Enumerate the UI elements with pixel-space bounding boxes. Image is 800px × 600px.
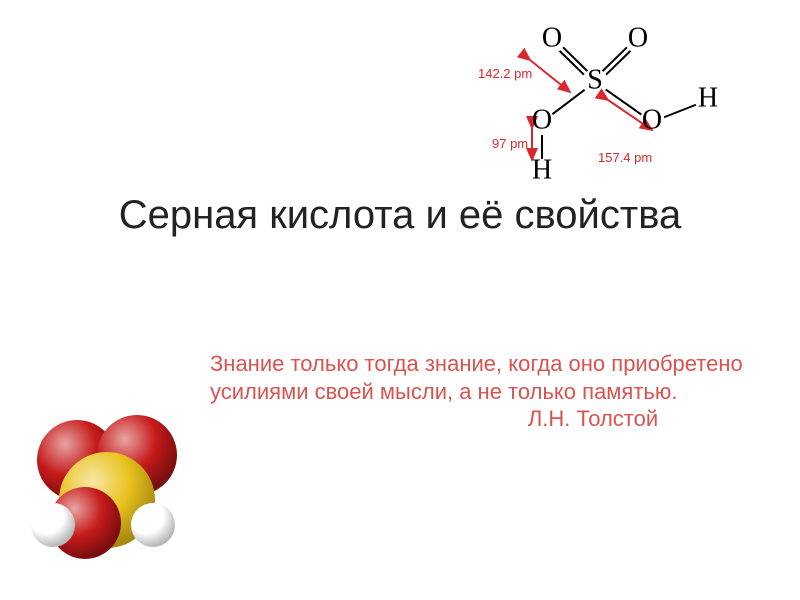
quote-block: Знание только тогда знание, когда оно пр… xyxy=(210,350,750,433)
atom-H_right xyxy=(131,503,175,547)
svg-text:H: H xyxy=(532,154,552,185)
molecule-svg xyxy=(25,405,195,575)
atom-H_left xyxy=(31,503,75,547)
svg-text:O: O xyxy=(542,22,562,53)
svg-text:S: S xyxy=(587,64,603,95)
svg-text:H: H xyxy=(698,82,718,113)
structural-svg: 142.2 pm97 pm157.4 pmOOSOOHH xyxy=(460,10,740,190)
svg-text:157.4 pm: 157.4 pm xyxy=(598,150,652,165)
molecule-3d xyxy=(25,405,195,575)
quote-body: Знание только тогда знание, когда оно пр… xyxy=(210,350,750,405)
structural-formula-diagram: 142.2 pm97 pm157.4 pmOOSOOHH xyxy=(460,10,740,190)
slide: 142.2 pm97 pm157.4 pmOOSOOHH Серная кисл… xyxy=(0,0,800,600)
svg-text:142.2 pm: 142.2 pm xyxy=(478,66,532,81)
svg-text:O: O xyxy=(532,104,552,135)
svg-text:O: O xyxy=(642,104,662,135)
quote-author: Л.Н. Толстой xyxy=(210,405,750,433)
svg-text:97 pm: 97 pm xyxy=(492,136,528,151)
svg-text:O: O xyxy=(628,22,648,53)
slide-title: Серная кислота и её свойства xyxy=(80,190,720,240)
